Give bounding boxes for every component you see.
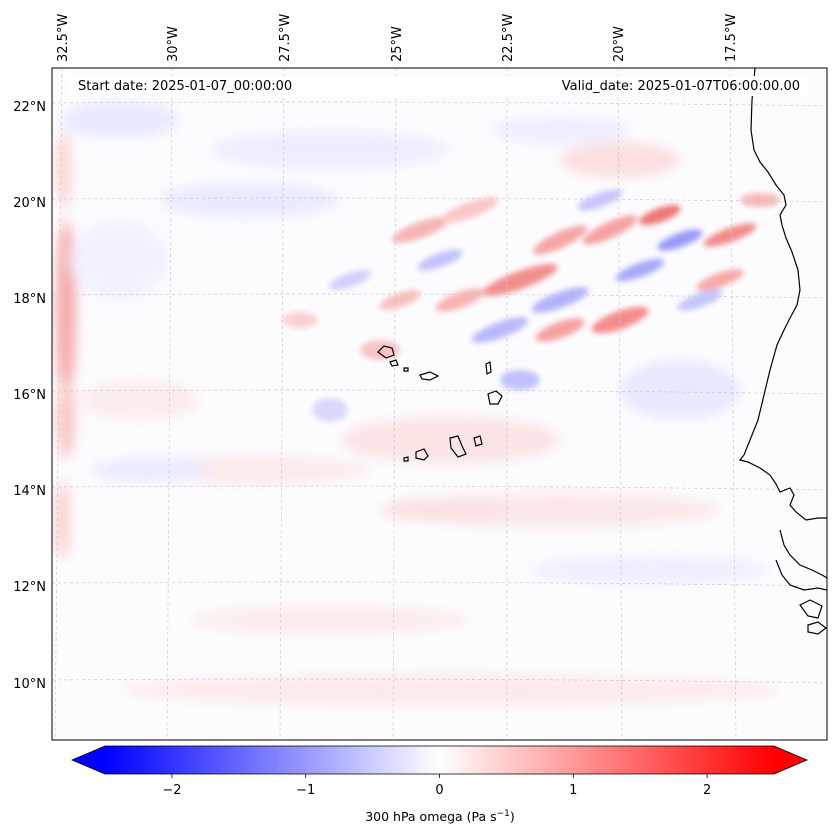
colorbar-extend-low: [72, 746, 105, 774]
colorbar-tick-label: 0: [435, 783, 443, 798]
start-date-label: Start date: 2025-01-07_00:00:00: [78, 79, 292, 94]
lat-label-22n: 22°N: [13, 100, 46, 115]
africa-coastline: [738, 68, 827, 521]
colorbar-tick-label: −2: [162, 783, 181, 798]
lat-label-12n: 12°N: [13, 580, 46, 595]
lat-label-10n: 10°N: [13, 677, 46, 692]
date-header-band: [68, 76, 808, 96]
lat-label-20n: 20°N: [13, 196, 46, 211]
latitude-labels: 22°N 20°N 18°N 16°N 14°N 12°N 10°N: [13, 100, 46, 692]
lon-label-25w: 25°W: [390, 26, 405, 62]
lat-label-14n: 14°N: [13, 484, 46, 499]
colorbar-title: 300 hPa omega (Pa s−1): [365, 809, 515, 824]
lon-label-20w: 20°W: [612, 26, 627, 62]
colorbar-tick-label: −1: [296, 783, 315, 798]
graticule: [52, 68, 827, 740]
map-frame: [51, 67, 828, 741]
map-panel: Start date: 2025-01-07_00:00:00 Valid_da…: [52, 68, 827, 740]
lon-label-32-5w: 32.5°W: [56, 14, 71, 62]
colorbar-ticks: −2 −1 0 1 2: [162, 774, 711, 798]
omega-field: [54, 102, 780, 706]
colorbar-tick-label: 1: [569, 783, 577, 798]
colorbar-tick-label: 2: [703, 783, 711, 798]
lon-label-17-5w: 17.5°W: [724, 14, 739, 62]
longitude-labels: 32.5°W 30°W 27.5°W 25°W 22.5°W 20°W 17.5…: [56, 14, 739, 62]
colorbar-outline: [70, 745, 809, 775]
lon-label-27-5w: 27.5°W: [278, 14, 293, 62]
lon-label-22-5w: 22.5°W: [501, 14, 516, 62]
lat-label-16n: 16°N: [13, 388, 46, 403]
lat-label-18n: 18°N: [13, 292, 46, 307]
cape-verde-islands: [377, 345, 503, 462]
valid-date-label: Valid_date: 2025-01-07T06:00:00.00: [562, 79, 800, 94]
coastlines: [738, 68, 827, 635]
colorbar-extend-high: [774, 746, 807, 774]
lon-label-30w: 30°W: [166, 26, 181, 62]
colorbar-gradient: [105, 746, 774, 774]
colorbar: −2 −1 0 1 2 300 hPa omega (Pa s−1): [70, 745, 809, 824]
